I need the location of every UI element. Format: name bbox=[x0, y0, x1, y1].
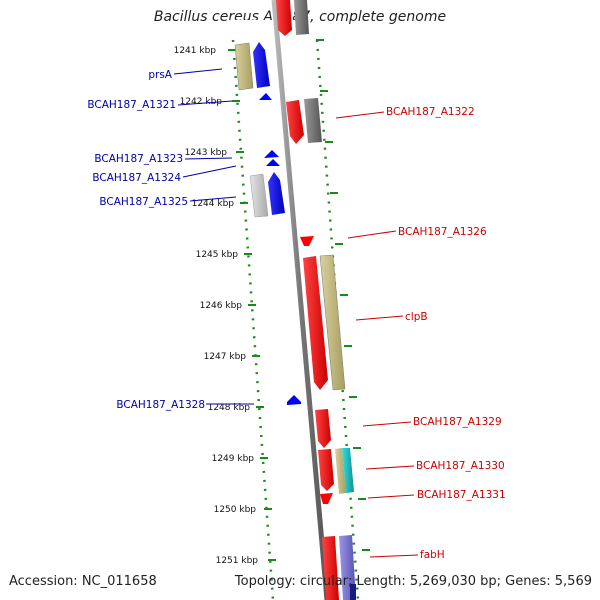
tick-label-1247: 1247 kbp bbox=[204, 352, 247, 362]
tick-label-1250: 1250 kbp bbox=[214, 505, 257, 515]
gene-BCAH187_A1331 bbox=[320, 493, 333, 504]
label-BCAH187_A1326: BCAH187_A1326 bbox=[398, 226, 487, 238]
label-BCAH187_A1328: BCAH187_A1328 bbox=[116, 399, 205, 411]
accession-text: Accession: NC_011658 bbox=[9, 574, 157, 589]
tick-label-1249: 1249 kbp bbox=[212, 454, 255, 464]
label-BCAH187_A1325: BCAH187_A1325 bbox=[99, 196, 188, 208]
label-BCAH187_A1322: BCAH187_A1322 bbox=[386, 106, 475, 118]
label-BCAH187_A1324: BCAH187_A1324 bbox=[92, 172, 181, 184]
tick-label-1248: 1248 kbp bbox=[208, 403, 251, 413]
genome-backbone bbox=[271, 0, 330, 600]
gene-BCAH187_A1325 bbox=[268, 172, 285, 215]
gene-olive-3 bbox=[335, 448, 346, 494]
right-gene-labels: BCAH187_A1322 BCAH187_A1326 clpB BCAH187… bbox=[386, 106, 506, 561]
gene-grey-1 bbox=[249, 173, 269, 218]
label-fabH: fabH bbox=[420, 549, 445, 561]
gene-red-top bbox=[276, 0, 292, 36]
label-BCAH187_A1321: BCAH187_A1321 bbox=[87, 99, 176, 111]
tick-marks bbox=[228, 39, 370, 561]
gene-navy bbox=[350, 584, 356, 600]
gene-BCAH187_A1323 bbox=[264, 150, 279, 158]
gene-BCAH187_A1322 bbox=[286, 100, 304, 144]
tick-label-1246: 1246 kbp bbox=[200, 301, 243, 311]
leader-lines bbox=[173, 68, 419, 558]
gene-BCAH187_A1324 bbox=[266, 159, 280, 166]
gene-BCAH187_A1329 bbox=[315, 409, 331, 448]
tick-label-1251: 1251 kbp bbox=[216, 556, 259, 566]
gene-BCAH187_A1321 bbox=[259, 93, 272, 100]
label-BCAH187_A1323: BCAH187_A1323 bbox=[94, 153, 183, 165]
left-tick-track bbox=[231, 39, 275, 600]
label-BCAH187_A1331: BCAH187_A1331 bbox=[417, 489, 506, 501]
gene-olive-2 bbox=[319, 254, 346, 391]
gene-olive-1 bbox=[234, 42, 254, 91]
gene-BCAH187_A1328 bbox=[287, 395, 301, 405]
gene-prsA bbox=[253, 42, 270, 88]
tick-label-1241: 1241 kbp bbox=[174, 46, 217, 56]
label-BCAH187_A1329: BCAH187_A1329 bbox=[413, 416, 502, 428]
tick-label-1242: 1242 kbp bbox=[180, 97, 223, 107]
gene-gray-top bbox=[294, 0, 309, 35]
tick-label-1244: 1244 kbp bbox=[192, 199, 235, 209]
gene-teal bbox=[342, 448, 354, 493]
label-clpB: clpB bbox=[405, 311, 428, 323]
gene-fabH bbox=[322, 536, 339, 600]
gene-BCAH187_A1326 bbox=[300, 236, 314, 246]
tick-label-1245: 1245 kbp bbox=[196, 250, 239, 260]
tick-label-1243: 1243 kbp bbox=[185, 148, 228, 158]
label-BCAH187_A1330: BCAH187_A1330 bbox=[416, 460, 505, 472]
gene-purple bbox=[339, 535, 356, 600]
forward-strand-features bbox=[234, 42, 301, 405]
left-gene-labels: prsA BCAH187_A1321 BCAH187_A1323 BCAH187… bbox=[87, 69, 205, 411]
reverse-strand-features bbox=[276, 0, 356, 600]
topology-text: Topology: circular; Length: 5,269,030 bp… bbox=[234, 574, 592, 589]
gene-BCAH187_A1330 bbox=[318, 449, 334, 491]
gene-gray-2 bbox=[304, 98, 322, 143]
label-prsA: prsA bbox=[148, 69, 172, 81]
gene-clpB bbox=[303, 256, 328, 390]
tick-labels: 1241 kbp 1242 kbp 1243 kbp 1244 kbp 1245… bbox=[174, 46, 259, 566]
